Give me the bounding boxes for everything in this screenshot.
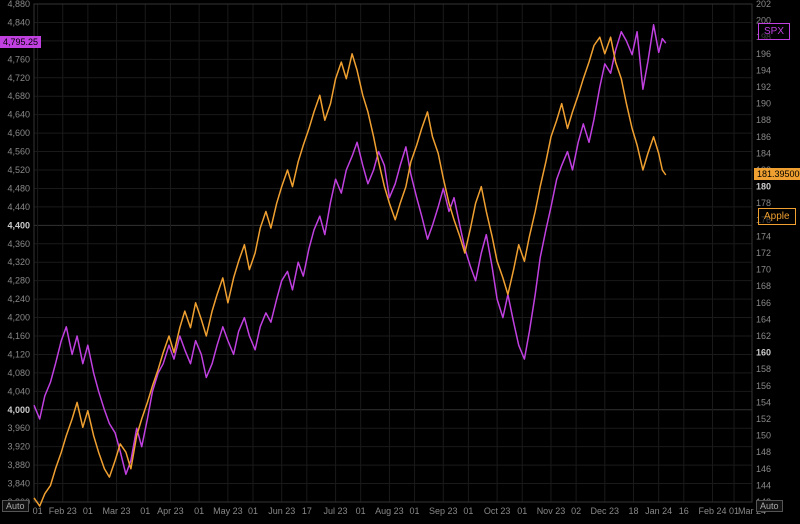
svg-text:3,960: 3,960 bbox=[7, 423, 30, 433]
svg-text:4,520: 4,520 bbox=[7, 165, 30, 175]
series-badge-apple[interactable]: Apple bbox=[758, 208, 796, 225]
svg-text:4,680: 4,680 bbox=[7, 91, 30, 101]
svg-text:166: 166 bbox=[756, 298, 771, 308]
svg-text:4,720: 4,720 bbox=[7, 73, 30, 83]
svg-text:196: 196 bbox=[756, 49, 771, 59]
svg-text:180: 180 bbox=[756, 182, 771, 192]
svg-text:4,760: 4,760 bbox=[7, 54, 30, 64]
svg-text:Feb 24: Feb 24 bbox=[698, 506, 726, 516]
svg-text:3,840: 3,840 bbox=[7, 479, 30, 489]
svg-text:148: 148 bbox=[756, 447, 771, 457]
right-axis-value-text: 181.395000 bbox=[757, 169, 800, 179]
auto-label-right-text: Auto bbox=[760, 501, 779, 511]
series-badge-spx-label: SPX bbox=[764, 26, 784, 37]
svg-text:Jan 24: Jan 24 bbox=[645, 506, 672, 516]
svg-text:3,880: 3,880 bbox=[7, 460, 30, 470]
svg-text:4,640: 4,640 bbox=[7, 110, 30, 120]
svg-text:186: 186 bbox=[756, 132, 771, 142]
svg-text:4,240: 4,240 bbox=[7, 294, 30, 304]
svg-text:4,120: 4,120 bbox=[7, 349, 30, 359]
svg-text:146: 146 bbox=[756, 464, 771, 474]
svg-text:Oct 23: Oct 23 bbox=[484, 506, 511, 516]
svg-text:Dec 23: Dec 23 bbox=[591, 506, 620, 516]
svg-text:144: 144 bbox=[756, 480, 771, 490]
svg-text:152: 152 bbox=[756, 414, 771, 424]
svg-text:184: 184 bbox=[756, 148, 771, 158]
svg-text:162: 162 bbox=[756, 331, 771, 341]
svg-text:194: 194 bbox=[756, 65, 771, 75]
svg-text:17: 17 bbox=[302, 506, 312, 516]
svg-text:01: 01 bbox=[83, 506, 93, 516]
svg-text:4,160: 4,160 bbox=[7, 331, 30, 341]
svg-text:01: 01 bbox=[33, 506, 43, 516]
svg-text:Feb 23: Feb 23 bbox=[49, 506, 77, 516]
svg-text:Aug 23: Aug 23 bbox=[375, 506, 404, 516]
svg-text:4,320: 4,320 bbox=[7, 257, 30, 267]
svg-text:01: 01 bbox=[517, 506, 527, 516]
svg-text:4,440: 4,440 bbox=[7, 202, 30, 212]
right-axis-value-badge: 181.395000 bbox=[754, 168, 800, 180]
svg-text:158: 158 bbox=[756, 364, 771, 374]
svg-text:May 23: May 23 bbox=[213, 506, 243, 516]
svg-text:170: 170 bbox=[756, 265, 771, 275]
svg-text:4,840: 4,840 bbox=[7, 17, 30, 27]
series-badge-spx[interactable]: SPX bbox=[758, 23, 790, 40]
svg-text:01: 01 bbox=[194, 506, 204, 516]
chart-svg: 3,8003,8403,8803,9203,9604,0004,0404,080… bbox=[0, 0, 800, 524]
svg-text:4,000: 4,000 bbox=[7, 405, 30, 415]
svg-text:4,360: 4,360 bbox=[7, 239, 30, 249]
svg-text:Sep 23: Sep 23 bbox=[429, 506, 458, 516]
svg-text:4,280: 4,280 bbox=[7, 276, 30, 286]
svg-text:01: 01 bbox=[356, 506, 366, 516]
auto-label-left-text: Auto bbox=[6, 501, 25, 511]
svg-text:02: 02 bbox=[571, 506, 581, 516]
svg-text:4,480: 4,480 bbox=[7, 183, 30, 193]
svg-text:190: 190 bbox=[756, 99, 771, 109]
svg-text:4,600: 4,600 bbox=[7, 128, 30, 138]
svg-text:192: 192 bbox=[756, 82, 771, 92]
svg-text:202: 202 bbox=[756, 0, 771, 9]
svg-text:188: 188 bbox=[756, 115, 771, 125]
svg-text:Mar 23: Mar 23 bbox=[103, 506, 131, 516]
svg-text:Apr 23: Apr 23 bbox=[157, 506, 184, 516]
svg-text:154: 154 bbox=[756, 397, 771, 407]
auto-label-left[interactable]: Auto bbox=[2, 500, 29, 512]
svg-text:Nov 23: Nov 23 bbox=[537, 506, 566, 516]
svg-text:168: 168 bbox=[756, 281, 771, 291]
svg-text:01: 01 bbox=[140, 506, 150, 516]
auto-label-right[interactable]: Auto bbox=[756, 500, 783, 512]
chart-container: 3,8003,8403,8803,9203,9604,0004,0404,080… bbox=[0, 0, 800, 524]
svg-text:16: 16 bbox=[679, 506, 689, 516]
svg-text:4,040: 4,040 bbox=[7, 386, 30, 396]
svg-text:4,400: 4,400 bbox=[7, 220, 30, 230]
left-axis-value-badge: 4,795.25 bbox=[0, 36, 41, 48]
series-badge-apple-label: Apple bbox=[764, 211, 790, 222]
svg-text:160: 160 bbox=[756, 348, 771, 358]
svg-text:164: 164 bbox=[756, 314, 771, 324]
svg-text:Jun 23: Jun 23 bbox=[268, 506, 295, 516]
svg-text:174: 174 bbox=[756, 231, 771, 241]
svg-text:01: 01 bbox=[463, 506, 473, 516]
svg-text:Jul 23: Jul 23 bbox=[324, 506, 348, 516]
svg-text:18: 18 bbox=[629, 506, 639, 516]
svg-text:01: 01 bbox=[410, 506, 420, 516]
svg-text:150: 150 bbox=[756, 431, 771, 441]
left-axis-value-text: 4,795.25 bbox=[3, 37, 38, 47]
svg-text:4,080: 4,080 bbox=[7, 368, 30, 378]
svg-text:4,880: 4,880 bbox=[7, 0, 30, 9]
svg-text:3,920: 3,920 bbox=[7, 442, 30, 452]
svg-text:01: 01 bbox=[248, 506, 258, 516]
svg-text:156: 156 bbox=[756, 381, 771, 391]
svg-text:172: 172 bbox=[756, 248, 771, 258]
svg-text:4,200: 4,200 bbox=[7, 313, 30, 323]
svg-text:4,560: 4,560 bbox=[7, 147, 30, 157]
